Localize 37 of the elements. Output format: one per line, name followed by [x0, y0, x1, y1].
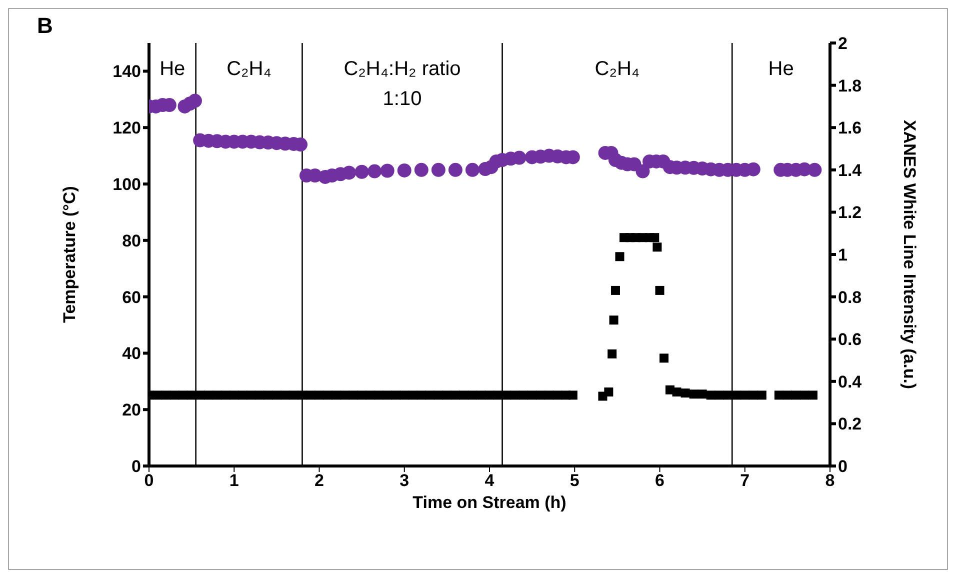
y2-tick-label: 0	[838, 457, 848, 476]
x-tick-label: 0	[144, 471, 154, 490]
y2-tick-label: 0.6	[838, 330, 862, 350]
y-tick-label: 120	[112, 118, 141, 138]
x-tick-label: 1	[229, 471, 239, 490]
annotation: C₂H₄:H₂ ratio 1:10	[344, 58, 461, 110]
x-axis-title: Time on Stream (h)	[412, 493, 566, 512]
x-tick-label: 3	[400, 471, 410, 490]
y-axis-title: Temperature (°C)	[60, 186, 80, 323]
x-tick-label: 4	[484, 471, 495, 490]
annotation: C₂H₄	[226, 58, 272, 80]
y-tick-label: 60	[122, 288, 141, 307]
y2-tick-label: 2	[838, 34, 848, 54]
text: B	[37, 13, 53, 39]
y2-tick-label: 1.8	[838, 76, 862, 96]
y2-tick-label: 0.8	[838, 288, 862, 307]
annotation: He	[160, 58, 186, 80]
x-tick-label: 2	[314, 471, 324, 490]
y-tick-label: 80	[122, 231, 141, 250]
y2-tick-label: 1.2	[838, 203, 862, 222]
annotation: C₂H₄	[594, 58, 640, 80]
y-tick-label: 20	[122, 400, 141, 420]
x-tick-label: 7	[740, 471, 750, 490]
y-tick-label: 40	[122, 344, 141, 364]
annotation: He	[768, 58, 794, 80]
x-tick-label: 6	[655, 471, 664, 490]
y-tick-label: 0	[132, 457, 141, 476]
y2-tick-label: 1.4	[838, 160, 862, 180]
y2-tick-label: 1	[838, 246, 848, 265]
y2-tick-label: 1.6	[838, 118, 862, 138]
y2-tick-label: 0.4	[838, 372, 862, 392]
y-tick-label: 140	[112, 62, 141, 82]
x-tick-label: 8	[825, 471, 835, 490]
y2-axis-title: XANES White Line Intensity (a.u.)	[900, 120, 919, 390]
y-tick-label: 100	[112, 175, 141, 194]
x-tick-label: 5	[570, 471, 580, 490]
y2-tick-label: 0.2	[838, 414, 862, 434]
